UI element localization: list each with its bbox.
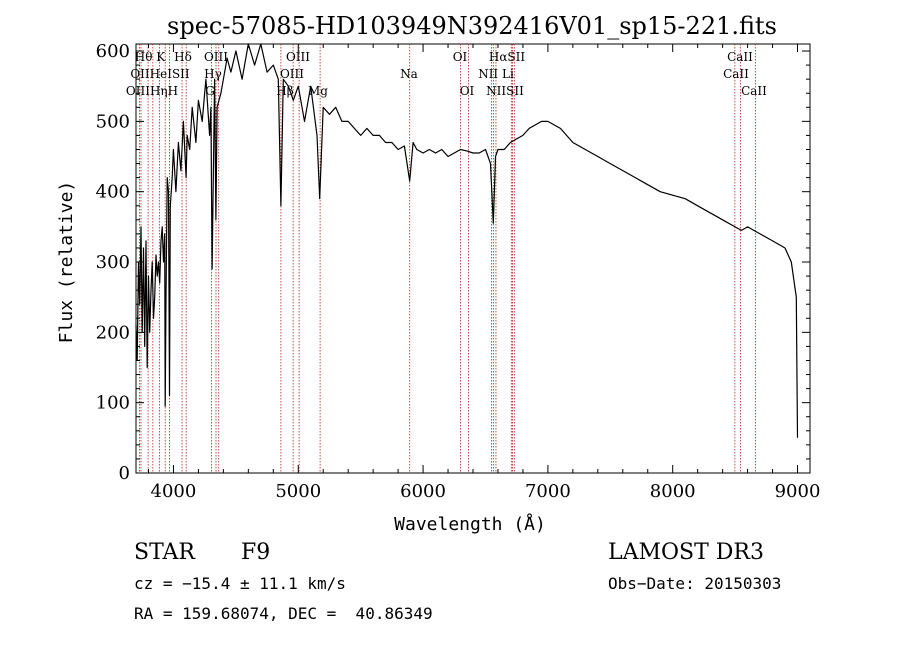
plot-border [135,43,811,474]
spectrum-line [135,43,799,438]
x-axis-label: Wavelength (Å) [394,513,546,535]
line-label: CaII [741,84,767,98]
line-label: Hγ [204,67,222,81]
chart-title: spec-57085-HD103949N392416V01_sp15-221.f… [167,12,777,40]
y-tick-label: 200 [96,322,130,343]
x-tick-label: 5000 [275,481,321,502]
object-class: STAR [134,540,195,565]
line-label: Mg [308,84,328,98]
x-tick-label: 9000 [775,481,821,502]
x-tick-label: 4000 [151,481,197,502]
spectral-line-labels: Hθ K Hδ OIII OIII OI HαSII CaII OIIHeISII Hγ OIII… [126,50,767,98]
x-tick-label: 7000 [525,481,571,502]
y-tick-label: 0 [119,463,130,484]
coordinates: RA = 159.68074, DEC = 40.86349 [134,604,433,623]
line-label: OIIIHηH [126,84,178,98]
line-label: CaII [727,50,753,64]
x-tick-label: 8000 [650,481,696,502]
line-label: NII Li [478,67,514,81]
series-layer [135,43,799,438]
line-label: Hθ K [135,50,167,64]
line-label: OI [453,50,468,64]
line-label: OIII [286,50,310,64]
line-label: OIII [280,67,304,81]
x-axis: 4000 5000 6000 7000 8000 9000 [147,44,821,502]
object-subclass: F9 [241,540,271,565]
y-axis-label: Flux (relative) [56,181,77,344]
y-tick-label: 300 [96,252,130,273]
line-label: HαSII [489,50,526,64]
y-tick-label: 500 [96,111,130,132]
line-label: NIISII [486,84,524,98]
line-label: OIII [204,50,228,64]
line-label: Hδ [174,50,192,64]
y-tick-label: 100 [96,393,130,414]
survey-name: LAMOST DR3 [608,540,764,565]
y-tick-label: 600 [96,41,130,62]
line-label: G [205,84,215,98]
plot-frame [135,43,811,474]
line-label: OIIHeISII [130,67,190,81]
y-axis: 0 100 200 300 400 500 600 [96,41,810,484]
line-label: CaII [723,67,749,81]
spectral-line-markers [138,44,756,473]
redshift-text: cz = −15.4 ± 11.1 km/s [134,574,346,593]
line-label: OI [460,84,475,98]
y-tick-label: 400 [96,182,130,203]
line-label: Na [400,67,418,81]
obs-date: Obs−Date: 20150303 [608,574,782,593]
x-tick-label: 6000 [400,481,446,502]
